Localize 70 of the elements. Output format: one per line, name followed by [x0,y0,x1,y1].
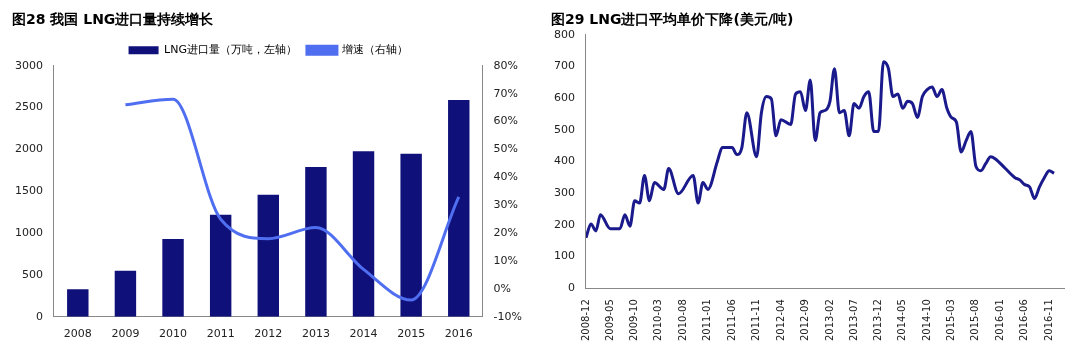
y2-tick-label: 70% [493,86,519,100]
x-tick-label: 2012-04 [774,299,786,342]
x-tick-label: 2009-05 [603,299,615,342]
y-tick-label: 700 [554,59,575,73]
legend-label: 增速（右轴） [341,43,409,57]
y-tick-label: 0 [35,309,43,323]
y-tick-label: 0 [568,281,575,295]
bar [352,151,375,317]
y-tick-label: 2000 [14,142,43,156]
line-series [123,97,461,302]
x-tick-label: 2011-11 [750,299,762,342]
y-tick-label: 1500 [14,184,43,198]
x-tick-label: 2011 [206,327,235,341]
x-tick-label: 2016-11 [1042,299,1054,342]
y2-tick-label: 0% [493,281,512,295]
bar [67,289,89,317]
x-tick-label: 2012 [254,327,283,341]
y-tick-label: 1000 [14,225,43,239]
x-tick-label: 2013-07 [847,299,859,342]
x-tick-label: 2008-12 [579,299,591,342]
chart-title: 图29 LNG进口平均单价下降(美元/吨) [551,11,794,28]
y-tick-label: 200 [554,217,575,231]
y-tick-label: 800 [554,27,575,41]
x-tick-label: 2010-08 [676,299,688,342]
y2-tick-label: 10% [493,253,519,267]
y-tick-label: 100 [554,249,575,263]
x-tick-label: 2016 [444,327,473,341]
y-tick-label: 500 [21,267,43,281]
y2-tick-label: 40% [493,170,519,184]
x-tick-label: 2010 [159,327,188,341]
x-tick-label: 2009 [111,327,140,341]
x-tick-label: 2012-09 [799,299,811,342]
x-tick-label: 2016-06 [1018,299,1030,342]
x-tick-label: 2016-01 [994,299,1005,342]
chart-title: 图28 我国 LNG进口量持续增长 [12,11,215,28]
y-tick-label: 500 [554,122,575,136]
y-tick-label: 400 [554,154,575,168]
bar [209,214,232,317]
x-tick-label: 2015-08 [969,299,981,342]
line-series [586,60,1056,240]
x-tick-label: 2013-12 [872,299,884,342]
x-tick-label: 2014-05 [896,299,908,342]
x-tick-label: 2013-02 [823,299,835,342]
y-tick-label: 600 [554,91,575,105]
y2-tick-label: 50% [493,142,519,156]
x-tick-label: 2014 [349,327,378,341]
y-tick-label: 2500 [14,100,43,114]
bar [448,100,470,317]
y-tick-label: 300 [554,186,575,200]
x-tick-label: 2014-10 [920,299,932,342]
x-tick-label: 2008 [63,327,92,341]
x-tick-label: 2011-06 [725,299,737,342]
y2-tick-label: 20% [493,225,519,239]
y2-tick-label: 80% [493,58,519,72]
x-tick-label: 2011-01 [701,299,713,342]
x-tick-label: 2015 [397,327,426,341]
x-tick-label: 2013 [301,327,330,341]
bar [400,153,422,317]
bar [162,238,184,317]
x-tick-label: 2009-10 [628,299,640,342]
x-tick-label: 2015-03 [944,299,956,342]
bar [114,270,137,317]
bar [257,194,279,317]
y2-tick-label: -10% [493,309,522,323]
y2-tick-label: 30% [493,198,519,212]
bar [305,167,327,317]
y-tick-label: 3000 [14,58,43,72]
legend-label: LNG进口量（万吨，左轴） [164,43,297,57]
x-tick-label: 2010-03 [652,299,664,342]
y2-tick-label: 60% [493,114,519,128]
